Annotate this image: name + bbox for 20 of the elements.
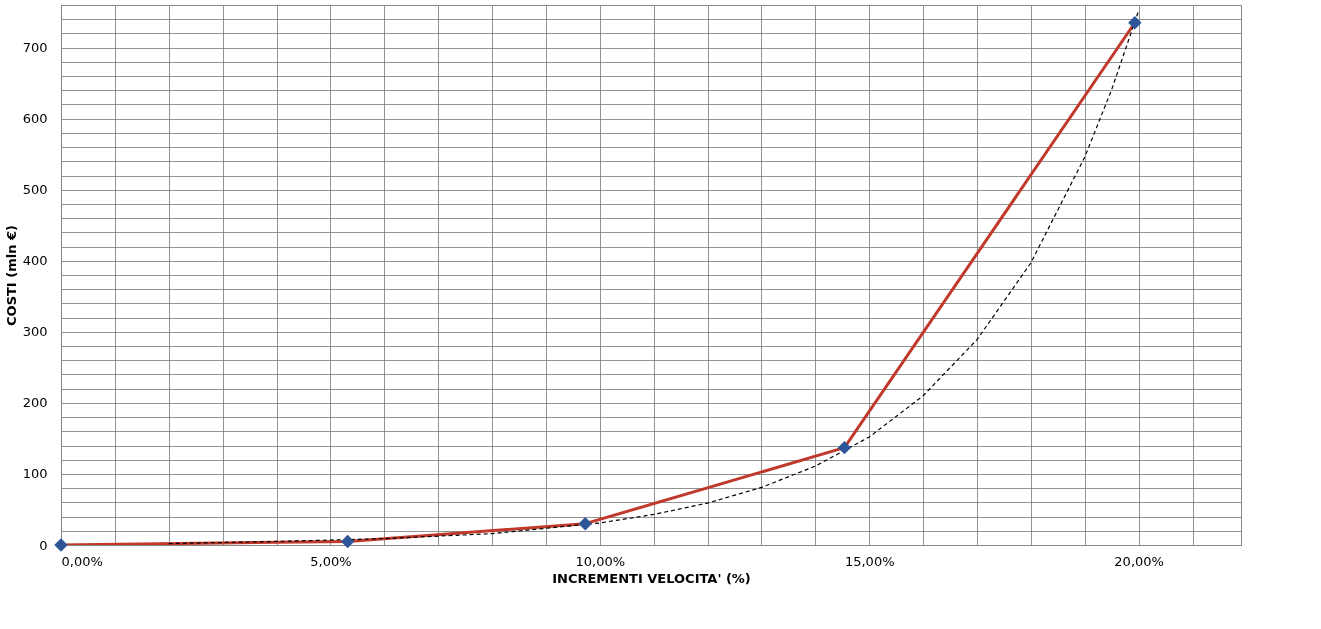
y-tick-label: 400 (22, 253, 48, 269)
point (578, 516, 592, 531)
y-axis-title: COSTI (mln €) (3, 225, 19, 326)
y-tick-label: 500 (22, 182, 48, 198)
x-tick-label: 10,00% (575, 553, 626, 569)
point (1128, 16, 1142, 30)
x-tick-label: 15,00% (844, 553, 895, 569)
y-tick-label: 700 (22, 40, 48, 56)
x-tick-label: 5,00% (310, 553, 352, 569)
point (340, 534, 355, 549)
y-tick-label: 100 (22, 466, 48, 482)
x-axis-title: INCREMENTI VELOCITA' (%) (552, 570, 751, 586)
x-tick-label: 0,00% (61, 553, 103, 569)
x-tick-label: 20,00% (1114, 553, 1164, 569)
y-tick-label: 0 (39, 537, 48, 553)
y-tick-label: 600 (22, 111, 48, 127)
y-tick-label: 300 (22, 324, 48, 340)
point (837, 440, 852, 455)
y-tick-label: 200 (22, 395, 48, 411)
point (54, 538, 68, 552)
